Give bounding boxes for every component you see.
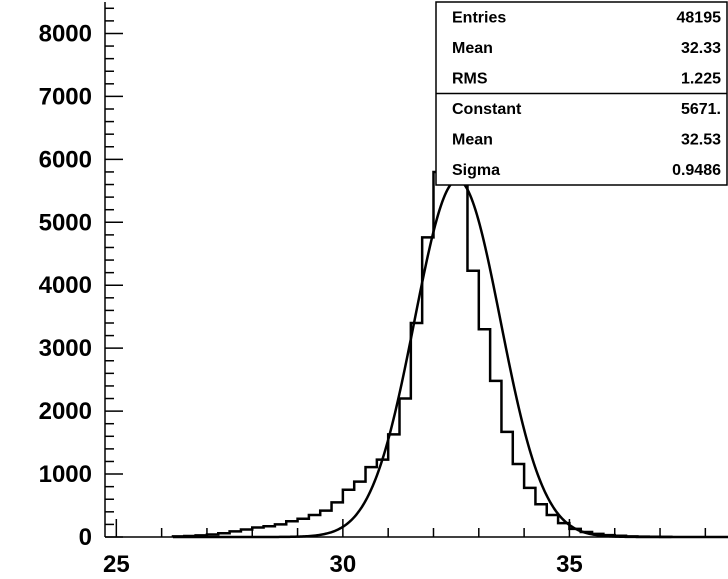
histogram-bin (422, 237, 433, 537)
stats-label: Entries (452, 10, 506, 27)
stats-value: 0.9486 (672, 162, 721, 179)
y-tick-label: 1000 (39, 461, 92, 488)
x-tick-label: 30 (330, 551, 357, 578)
histogram-bin (513, 464, 524, 537)
histogram-bin (264, 526, 275, 537)
histogram-bin (501, 432, 512, 537)
axes: 0 1000 2000 3000 4000 5000 6000 7000 8000 25 30 35 (39, 2, 728, 578)
histogram-bin (411, 323, 422, 537)
stats-label: RMS (452, 71, 488, 88)
stats-label: Mean (452, 40, 493, 57)
histogram-layer (171, 134, 673, 539)
stats-value: 5671. (681, 101, 721, 118)
histogram-bin (309, 515, 320, 537)
y-tick-label: 2000 (39, 398, 92, 425)
stats-box: Entries 48195 Mean 32.33 RMS 1.225 Constant 567… (435, 1, 728, 186)
histogram-bin (547, 515, 558, 537)
histogram-bin (456, 167, 467, 537)
stats-label: Sigma (452, 162, 500, 179)
y-tick-label: 4000 (39, 272, 92, 299)
stats-value: 32.33 (681, 40, 721, 57)
histogram-outline (171, 134, 673, 539)
y-tick-label: 0 (79, 524, 92, 551)
histogram-bin (343, 490, 354, 537)
stats-label: Constant (452, 101, 522, 118)
histogram-bin (252, 528, 263, 537)
histogram-bin (535, 504, 546, 537)
y-tick-label: 6000 (39, 146, 92, 173)
y-tick-label: 7000 (39, 83, 92, 110)
histogram-bin (479, 329, 490, 537)
histogram-bin (286, 521, 297, 537)
y-tick-label: 8000 (39, 20, 92, 47)
histogram-bin (275, 524, 286, 537)
gaussian-fit-curve (172, 178, 728, 539)
histogram-bin (467, 271, 478, 537)
stats-label: Mean (452, 132, 493, 149)
histogram-bin (524, 488, 535, 537)
fit-layer (172, 178, 728, 539)
x-tick-label: 25 (103, 551, 130, 578)
histogram-bin (388, 434, 399, 537)
stats-value: 1.225 (681, 71, 721, 88)
stats-value: 32.53 (681, 132, 721, 149)
histogram-bin (445, 135, 456, 537)
y-tick-label: 5000 (39, 209, 92, 236)
stats-value: 48195 (677, 10, 722, 27)
y-tick-label: 3000 (39, 335, 92, 362)
histogram-bin (400, 399, 411, 537)
histogram-bin (490, 381, 501, 537)
x-tick-label: 35 (556, 551, 583, 578)
histogram-bin (298, 519, 309, 537)
